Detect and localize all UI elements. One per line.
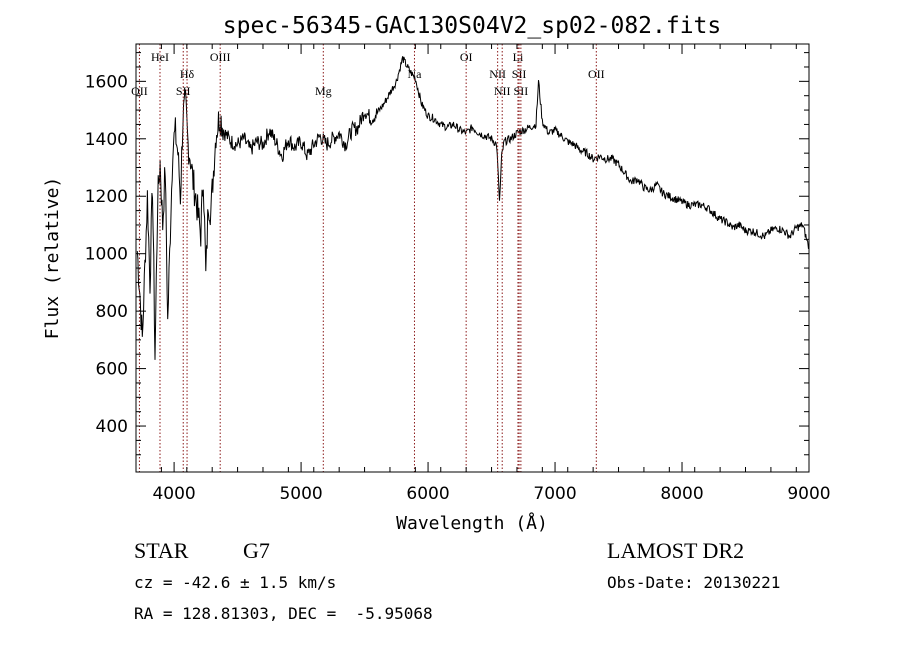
y-tick-label: 800 (96, 302, 128, 322)
obs-date-text: Obs-Date: 20130221 (607, 573, 781, 592)
x-tick-label: 6000 (406, 484, 449, 504)
y-tick-label: 600 (96, 360, 128, 380)
chart-title: spec-56345-GAC130S04V2_sp02-082.fits (223, 13, 722, 39)
marker-label: NII (494, 84, 511, 98)
y-tick-label: 1600 (85, 72, 128, 92)
cz-text: cz = -42.6 ± 1.5 km/s (134, 573, 337, 592)
subclass-label: G7 (243, 538, 270, 563)
marker-label: Na (407, 67, 422, 81)
coords-text: RA = 128.81303, DEC = -5.95068 (134, 604, 433, 623)
marker-label: Hδ (180, 67, 195, 81)
marker-label: SII (512, 67, 527, 81)
y-axis-label: Flux (relative) (42, 177, 63, 340)
x-tick-label: 4000 (152, 484, 195, 504)
survey-label: LAMOST DR2 (607, 538, 745, 563)
marker-label: Mg (315, 84, 332, 98)
y-tick-label: 400 (96, 417, 128, 437)
marker-label: SII (176, 84, 191, 98)
x-tick-label: 5000 (279, 484, 322, 504)
axes: 4000 5000 6000 7000 8000 9000 400 600 800 1000 120… (85, 43, 831, 504)
marker-label: NII (489, 67, 506, 81)
marker-label: Li (513, 50, 524, 64)
marker-label: OII (131, 84, 148, 98)
y-tick-label: 1400 (85, 130, 128, 150)
x-tick-label: 8000 (660, 484, 703, 504)
spectrum-line (136, 56, 810, 360)
marker-label: OIII (210, 50, 231, 64)
x-tick-label: 7000 (533, 484, 576, 504)
marker-label: OI (460, 50, 473, 64)
marker-label: OII (588, 67, 605, 81)
x-axis-label: Wavelength (Å) (396, 512, 548, 534)
y-tick-label: 1000 (85, 245, 128, 265)
plot-area (136, 56, 810, 360)
class-label: STAR (134, 538, 189, 563)
plot-frame (135, 43, 810, 473)
y-tick-label: 1200 (85, 187, 128, 207)
x-tick-label: 9000 (787, 484, 830, 504)
marker-label: HeI (151, 50, 169, 64)
marker-label: SII (514, 84, 529, 98)
